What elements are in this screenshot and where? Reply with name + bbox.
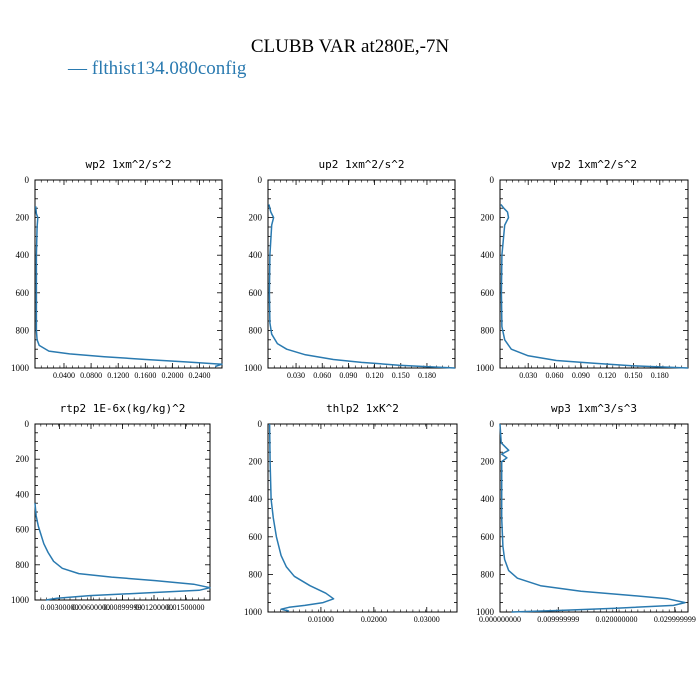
y-tick-label: 1000 — [11, 595, 30, 605]
x-tick-label: 0.02000 — [361, 615, 387, 624]
chart-panel-3: vp2 1xm^2/s^2 0 200 400 600 800 1000 0.030 0.060… — [476, 158, 689, 380]
x-tick-label: 0.060 — [546, 371, 564, 380]
y-tick-label: 200 — [249, 457, 263, 467]
x-tick-label: 0.01500000 — [167, 603, 205, 612]
plot-frame — [267, 179, 456, 369]
y-tick-label: 200 — [249, 213, 263, 223]
x-tick-label: 0.1200 — [107, 371, 129, 380]
x-tick-label: 0.00300000 — [41, 603, 79, 612]
main-title: CLUBB VAR at280E,-7N — [250, 36, 450, 57]
chart-title: rtp2 1E-6x(kg/kg)^2 — [60, 402, 186, 415]
x-tick-label: 0.0800 — [80, 371, 102, 380]
legend-line-marker: — — [68, 58, 87, 79]
x-tick-label: 0.03000 — [414, 615, 440, 624]
y-tick-label: 0 — [258, 175, 263, 185]
x-tick-label: 0.0400 — [53, 371, 75, 380]
y-tick-label: 600 — [249, 532, 263, 542]
y-tick-label: 1000 — [244, 607, 263, 617]
y-tick-label: 1000 — [244, 363, 263, 373]
y-tick-label: 400 — [249, 250, 263, 260]
y-tick-label: 0 — [490, 419, 495, 429]
y-tick-label: 600 — [16, 525, 30, 535]
legend: — flthist134.080config — [68, 58, 246, 80]
plot-frame — [34, 423, 211, 601]
y-tick-label: 0 — [25, 175, 30, 185]
y-tick-label: 400 — [16, 250, 30, 260]
series-line — [34, 503, 211, 601]
y-tick-label: 1000 — [476, 363, 495, 373]
y-tick-label: 400 — [481, 494, 495, 504]
chart-panel-6: wp3 1xm^3/s^3 0 200 400 600 800 10000.00000000… — [476, 402, 696, 624]
x-tick-label: 0.00899999 — [104, 603, 142, 612]
y-tick-label: 600 — [16, 288, 30, 298]
x-tick-label: 0.009999999 — [537, 615, 579, 624]
y-tick-label: 800 — [249, 325, 263, 335]
chart-panel-2: up2 1xm^2/s^2 0 200 400 600 800 1000 0.030 0.060… — [244, 158, 456, 380]
x-tick-label: 0.00600000 — [72, 603, 110, 612]
y-tick-label: 0 — [258, 419, 263, 429]
x-tick-label: 0.090 — [572, 371, 590, 380]
y-tick-label: 800 — [481, 325, 495, 335]
y-tick-label: 800 — [16, 325, 30, 335]
x-tick-label: 0.01000 — [308, 615, 334, 624]
x-tick-label: 0.150 — [392, 371, 410, 380]
x-tick-label: 0.01200000 — [135, 603, 173, 612]
x-tick-label: 0.120 — [366, 371, 384, 380]
plot-frame — [34, 179, 223, 369]
y-tick-label: 600 — [249, 288, 263, 298]
y-tick-label: 800 — [481, 569, 495, 579]
x-tick-label: 0.120 — [598, 371, 616, 380]
chart-panel-4: rtp2 1E-6x(kg/kg)^2 0 200 400 600 800 1000 0.00… — [11, 402, 211, 612]
y-tick-label: 1000 — [11, 363, 30, 373]
x-tick-label: 0.000000000 — [479, 615, 521, 624]
x-tick-label: 0.150 — [624, 371, 642, 380]
x-tick-label: 0.030 — [519, 371, 537, 380]
y-tick-label: 400 — [481, 250, 495, 260]
chart-title: thlp2 1xK^2 — [326, 402, 399, 415]
y-tick-label: 600 — [481, 288, 495, 298]
x-tick-label: 0.180 — [418, 371, 436, 380]
x-tick-label: 0.1600 — [134, 371, 156, 380]
series-line — [268, 423, 335, 612]
y-tick-label: 400 — [16, 489, 30, 499]
x-tick-label: 0.029999999 — [654, 615, 696, 624]
x-tick-label: 0.030 — [287, 371, 305, 380]
series-line — [499, 423, 686, 613]
y-tick-label: 1000 — [476, 607, 495, 617]
x-tick-label: 0.060 — [313, 371, 331, 380]
x-tick-label: 0.090 — [339, 371, 357, 380]
series-line — [500, 203, 689, 369]
y-tick-label: 600 — [481, 532, 495, 542]
chart-title: vp2 1xm^2/s^2 — [551, 158, 637, 171]
chart-title: wp3 1xm^3/s^3 — [551, 402, 637, 415]
y-tick-label: 200 — [481, 213, 495, 223]
chart-title: up2 1xm^2/s^2 — [318, 158, 404, 171]
x-tick-label: 0.180 — [651, 371, 669, 380]
plot-frame — [499, 423, 689, 613]
y-tick-label: 0 — [25, 419, 30, 429]
y-tick-label: 200 — [481, 457, 495, 467]
y-tick-label: 200 — [16, 454, 30, 464]
x-tick-label: 0.2400 — [189, 371, 211, 380]
plot-frame — [267, 423, 458, 613]
x-tick-label: 0.020000000 — [596, 615, 638, 624]
legend-label: flthist134.080config — [91, 58, 247, 79]
chart-panel-1: wp2 1xm^2/s^2 0 200 400 600 800 1000 0.0400 0.08… — [11, 158, 223, 380]
y-tick-label: 400 — [249, 494, 263, 504]
chart-panel-5: thlp2 1xK^2 0 200 400 600 800 1000 0.01000 0.020… — [244, 402, 458, 624]
x-tick-label: 0.2000 — [161, 371, 183, 380]
chart-title: wp2 1xm^2/s^2 — [85, 158, 171, 171]
y-tick-label: 800 — [249, 569, 263, 579]
plot-frame — [499, 179, 689, 369]
series-line — [268, 204, 456, 369]
series-line — [34, 206, 223, 368]
y-tick-label: 200 — [16, 213, 30, 223]
y-tick-label: 0 — [490, 175, 495, 185]
y-tick-label: 800 — [16, 560, 30, 570]
